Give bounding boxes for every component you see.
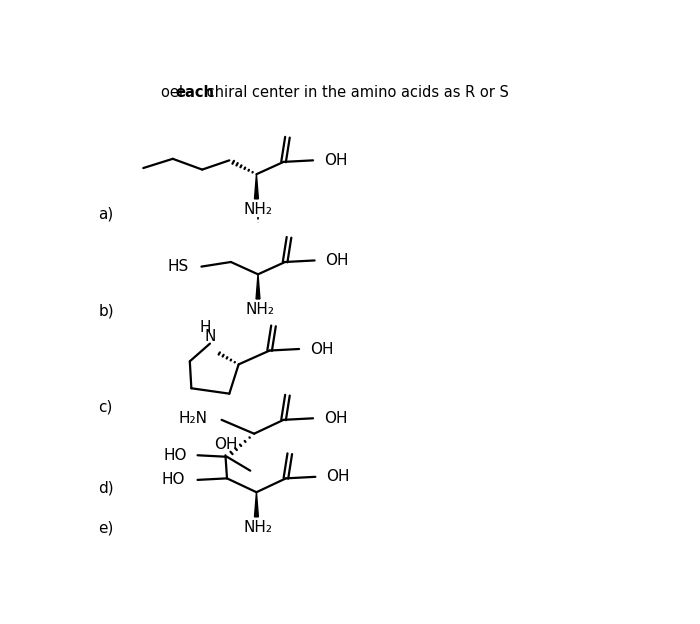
Text: e): e) bbox=[98, 521, 113, 536]
Text: b): b) bbox=[98, 303, 114, 318]
Text: NH₂: NH₂ bbox=[244, 202, 272, 217]
Text: oel: oel bbox=[161, 85, 188, 100]
Polygon shape bbox=[256, 275, 260, 299]
Text: d): d) bbox=[98, 480, 114, 495]
Text: each: each bbox=[176, 85, 215, 100]
Text: chiral center in the amino acids as R or S: chiral center in the amino acids as R or… bbox=[202, 85, 509, 100]
Text: HO: HO bbox=[163, 448, 187, 463]
Text: H: H bbox=[199, 320, 211, 335]
Text: H₂N: H₂N bbox=[178, 411, 208, 426]
Text: a): a) bbox=[98, 207, 113, 222]
Text: OH: OH bbox=[214, 437, 237, 452]
Text: OH: OH bbox=[324, 153, 347, 168]
Text: HS: HS bbox=[168, 259, 189, 274]
Text: HO: HO bbox=[162, 472, 185, 487]
Text: OH: OH bbox=[324, 411, 347, 426]
Text: N: N bbox=[204, 329, 216, 344]
Polygon shape bbox=[255, 492, 258, 517]
Text: NH₂: NH₂ bbox=[244, 520, 272, 535]
Text: OH: OH bbox=[326, 253, 349, 268]
Text: NH₂: NH₂ bbox=[245, 302, 274, 317]
Text: OH: OH bbox=[310, 341, 333, 356]
Text: c): c) bbox=[98, 399, 113, 414]
Polygon shape bbox=[255, 174, 258, 199]
Text: OH: OH bbox=[326, 469, 350, 484]
